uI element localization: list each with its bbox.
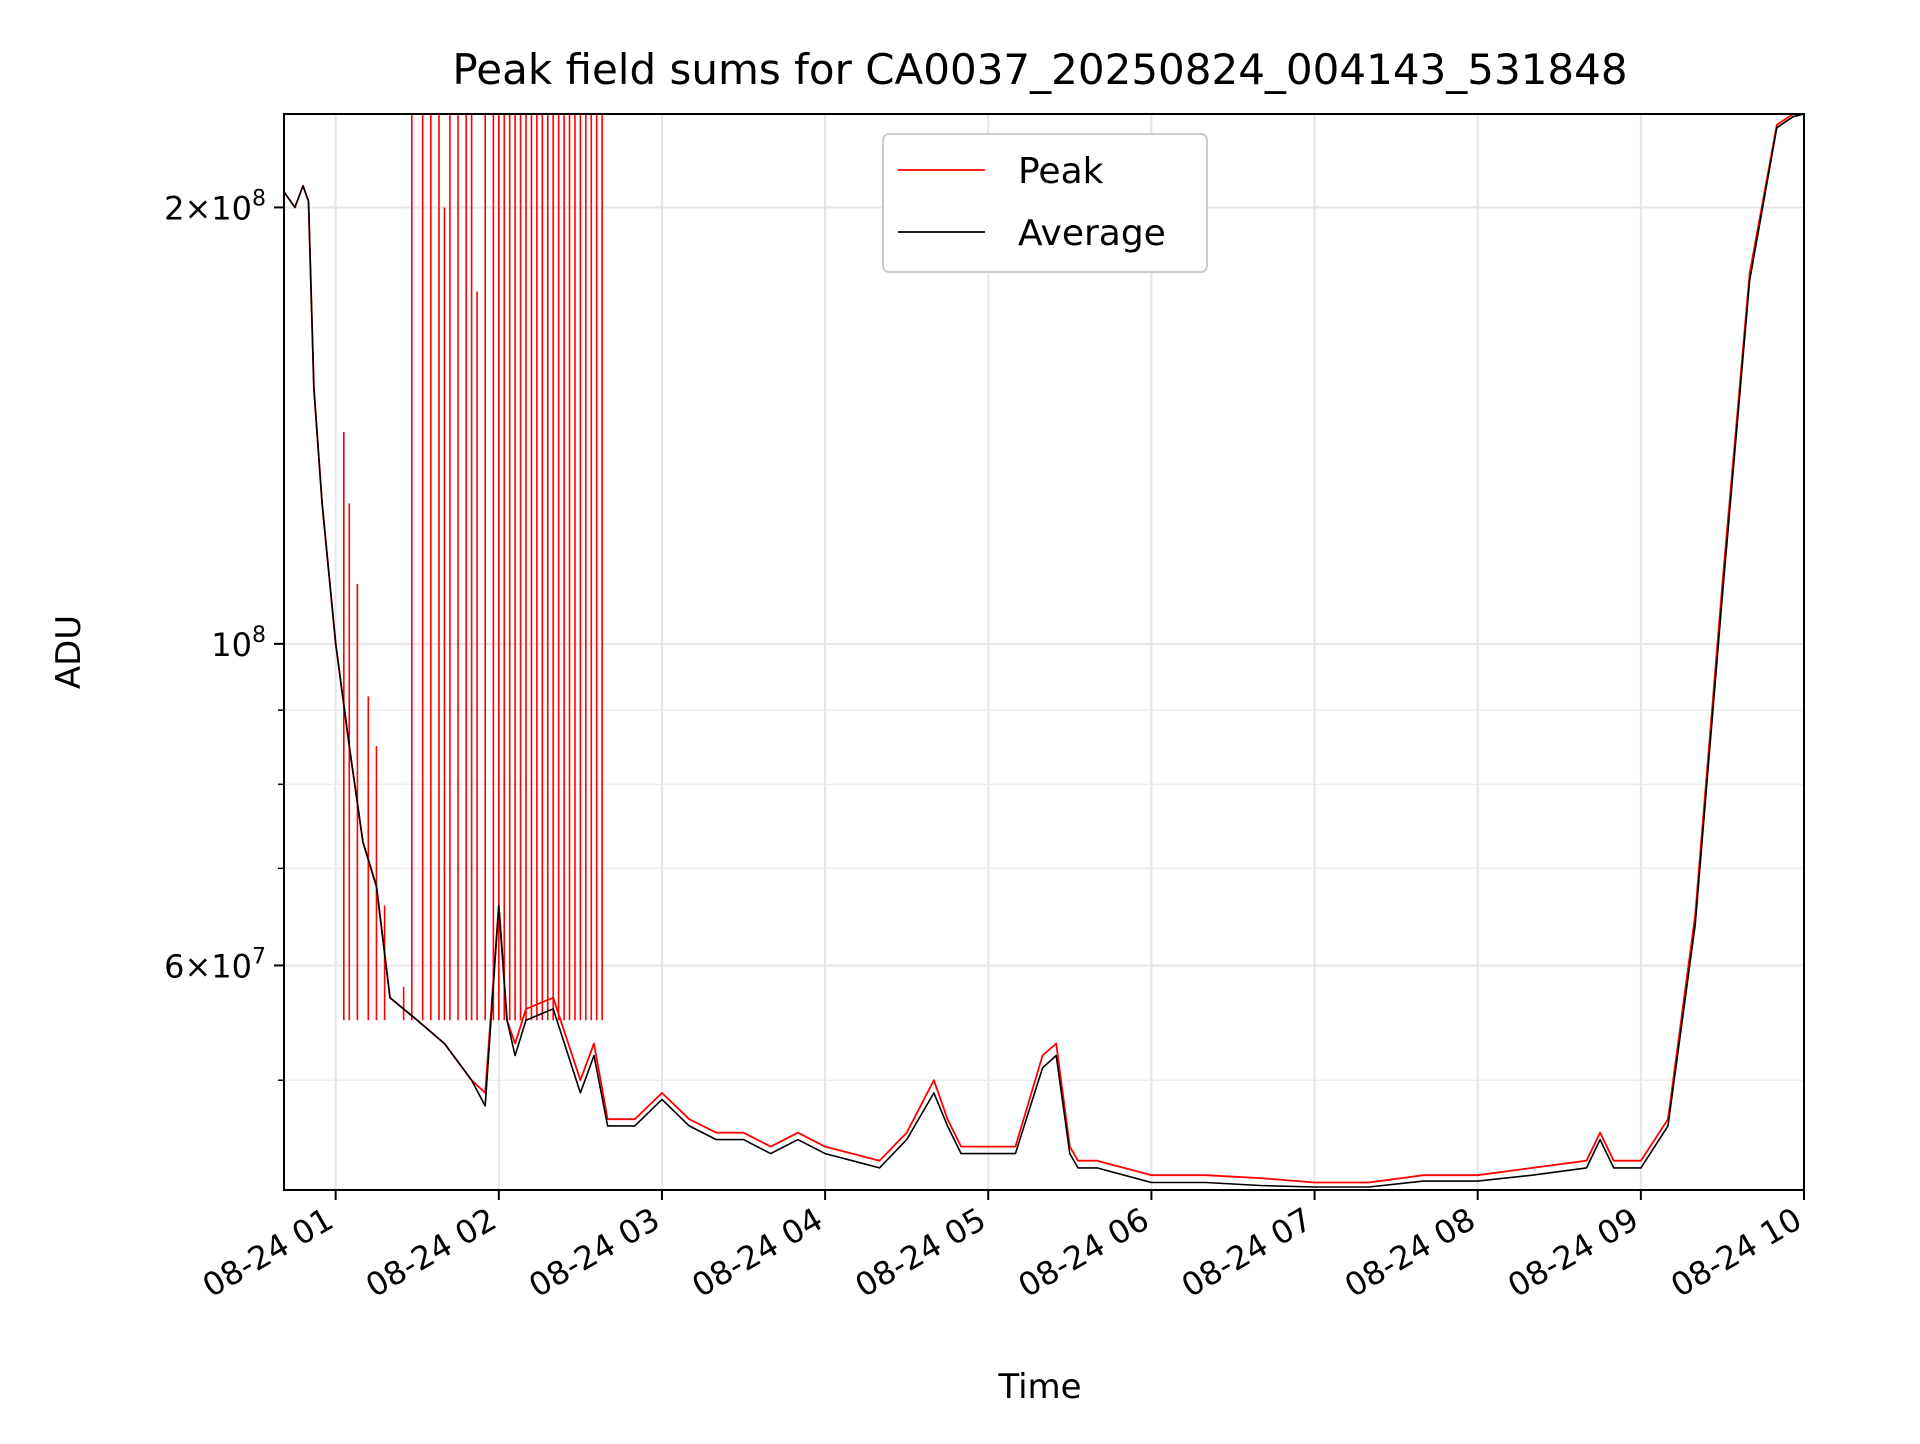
y-tick-label: 108 bbox=[211, 623, 266, 664]
x-tick-label: 08-24 05 bbox=[849, 1200, 993, 1305]
x-tick-label: 08-24 01 bbox=[196, 1200, 340, 1305]
plot-area-frame bbox=[283, 113, 1805, 1191]
grid-layer bbox=[284, 114, 1805, 1190]
legend: Peak Average bbox=[882, 133, 1208, 273]
y-tick-label: 2×108 bbox=[164, 186, 266, 227]
x-tick-label: 08-24 03 bbox=[522, 1200, 666, 1305]
x-axis-label: Time bbox=[997, 1367, 1081, 1407]
x-tick-label: 08-24 02 bbox=[359, 1200, 503, 1305]
x-axis: 08-24 01 08-24 02 08-24 03 08-24 04 08-24 05… bbox=[196, 1190, 1808, 1305]
series-line-peak bbox=[283, 113, 1804, 1184]
x-tick-label: 08-24 04 bbox=[686, 1200, 830, 1305]
legend-average-label: Average bbox=[1018, 213, 1166, 254]
x-tick-label: 08-24 09 bbox=[1501, 1200, 1645, 1305]
x-tick-label: 08-24 10 bbox=[1664, 1200, 1808, 1305]
chart-title: Peak field sums for CA0037_20250824_0041… bbox=[452, 45, 1627, 94]
x-tick-label: 08-24 07 bbox=[1175, 1200, 1319, 1305]
y-tick-label: 6×107 bbox=[164, 944, 266, 985]
y-axis-label: ADU bbox=[49, 615, 89, 689]
series-layer bbox=[283, 113, 1805, 1188]
y-axis: 2×108 108 6×107 bbox=[164, 186, 284, 1081]
legend-peak-label: Peak bbox=[1018, 151, 1104, 192]
legend-frame bbox=[882, 133, 1208, 273]
x-tick-label: 08-24 08 bbox=[1338, 1200, 1482, 1305]
x-tick-label: 08-24 06 bbox=[1012, 1200, 1156, 1305]
series-line-average bbox=[283, 113, 1805, 1188]
